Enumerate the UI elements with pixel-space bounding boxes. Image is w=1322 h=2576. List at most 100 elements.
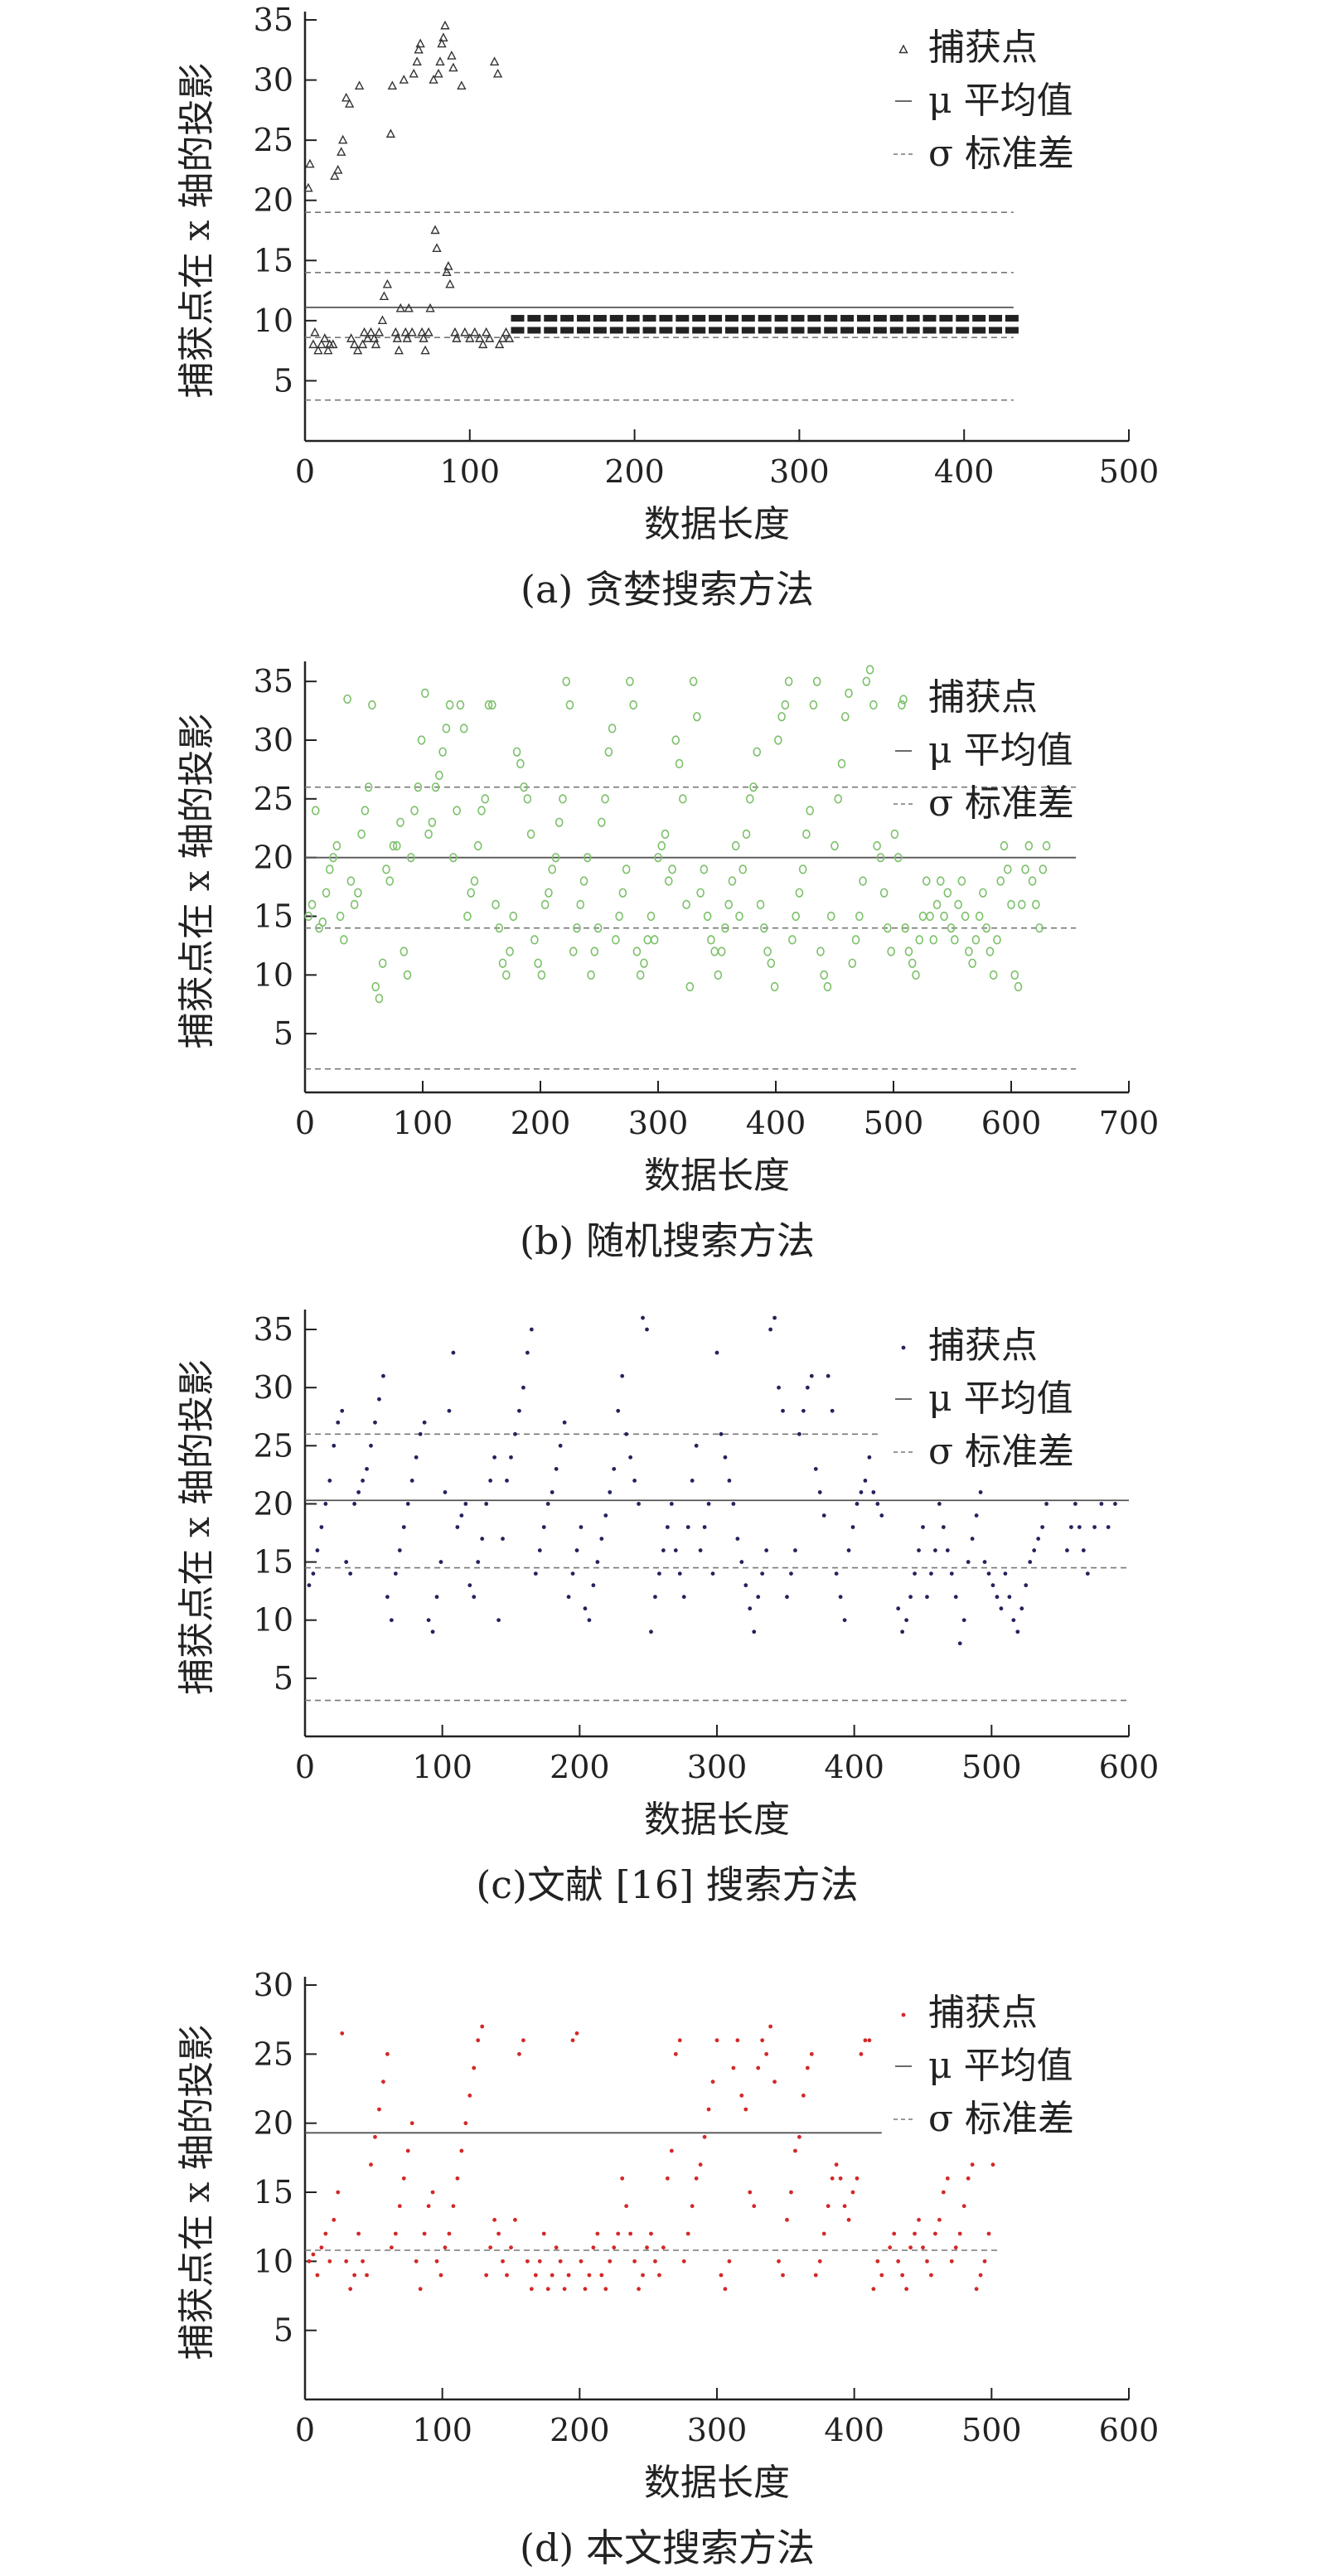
data-point	[579, 2259, 584, 2264]
data-point	[559, 794, 567, 804]
data-point	[598, 817, 606, 827]
data-point	[917, 2217, 921, 2222]
data-point	[340, 1408, 345, 1413]
data-point	[517, 2051, 521, 2056]
data-point	[352, 345, 363, 355]
data-point	[873, 840, 881, 851]
y-tick-label: 30	[254, 62, 293, 99]
y-axis-label: 捕获点在 x 轴的投影	[176, 1359, 218, 1695]
data-point	[702, 2134, 707, 2139]
data-point	[801, 2093, 806, 2098]
data-point	[622, 864, 631, 874]
data-point	[637, 2287, 641, 2292]
data-point	[340, 935, 348, 945]
data-point	[435, 56, 445, 65]
data-point	[566, 1595, 571, 1600]
x-tick-label: 100	[440, 453, 501, 490]
data-point	[856, 314, 870, 322]
data-point	[972, 314, 986, 322]
data-point	[410, 806, 419, 816]
data-point	[426, 1618, 431, 1623]
y-tick-label: 15	[254, 2174, 293, 2210]
data-point	[735, 2038, 740, 2043]
data-point	[676, 314, 690, 322]
data-point	[661, 1548, 666, 1552]
data-point	[609, 314, 623, 322]
data-point	[457, 80, 467, 90]
data-point	[452, 333, 462, 342]
data-point	[407, 327, 417, 337]
data-point	[838, 2176, 843, 2181]
data-point	[550, 2273, 554, 2278]
data-point	[420, 345, 430, 355]
data-point	[768, 2024, 773, 2029]
data-point	[590, 947, 599, 956]
data-point	[501, 2259, 505, 2264]
data-point	[727, 2259, 732, 2264]
data-point	[889, 314, 903, 322]
data-point	[856, 327, 870, 334]
data-point	[961, 1618, 966, 1623]
data-point	[912, 970, 920, 980]
data-point	[565, 700, 574, 710]
data-point	[826, 2204, 830, 2209]
data-point	[451, 1350, 456, 1355]
data-point	[1007, 899, 1015, 909]
data-point	[685, 1525, 690, 1529]
data-point	[649, 1629, 653, 1634]
data-point	[724, 899, 734, 909]
data-point	[570, 2038, 575, 2043]
data-point	[957, 1641, 962, 1646]
data-point	[1113, 1502, 1117, 1506]
data-point	[956, 327, 970, 334]
data-point	[982, 1560, 987, 1564]
data-point	[879, 1513, 884, 1518]
data-point	[373, 2134, 377, 2139]
data-point	[813, 1466, 818, 1471]
data-point	[665, 1525, 670, 1529]
data-point	[669, 1502, 674, 1506]
data-point	[974, 2287, 979, 2292]
data-point	[551, 853, 560, 863]
data-point	[956, 314, 970, 322]
legend: 捕获点 μ 平均值 σ 标准差	[893, 676, 1074, 825]
data-point	[608, 724, 617, 734]
data-point	[970, 1537, 975, 1541]
data-point	[513, 1431, 517, 1436]
x-axis-label: 数据长度	[644, 503, 790, 545]
data-point	[341, 92, 351, 102]
data-point	[393, 1571, 398, 1576]
data-point	[949, 2259, 954, 2264]
legend-marker	[901, 1345, 906, 1350]
data-point	[574, 1548, 579, 1552]
data-point	[690, 1478, 695, 1483]
data-point	[548, 864, 557, 874]
legend-label: 捕获点	[928, 1324, 1038, 1367]
data-point	[336, 2190, 341, 2195]
data-point	[985, 947, 995, 956]
data-point	[385, 128, 396, 138]
data-point	[677, 2038, 682, 2043]
data-point	[756, 1595, 761, 1600]
chart-panel-c: 0 100 200 300 400 500 600 5 10 15 20 25 30 35 捕获点 μ 平均值…	[0, 1289, 1322, 1931]
data-point	[319, 1525, 324, 1529]
data-point	[406, 853, 415, 863]
data-point	[577, 314, 591, 322]
data-point	[455, 1525, 460, 1529]
data-point	[576, 899, 585, 909]
x-tick-label: 0	[295, 453, 315, 490]
data-point	[629, 700, 637, 710]
x-tick-label: 500	[1099, 453, 1160, 490]
data-point	[422, 2231, 427, 2236]
data-point	[848, 958, 857, 968]
data-point	[595, 1560, 600, 1564]
data-point	[409, 1478, 414, 1483]
data-point	[741, 327, 755, 334]
data-point	[1015, 1629, 1020, 1634]
legend-label: σ 标准差	[928, 133, 1074, 175]
x-tick-label: 500	[864, 1105, 924, 1141]
legend-label: 捕获点	[928, 676, 1038, 719]
data-point	[945, 2176, 950, 2181]
data-point	[583, 1606, 588, 1611]
data-point	[338, 134, 348, 144]
